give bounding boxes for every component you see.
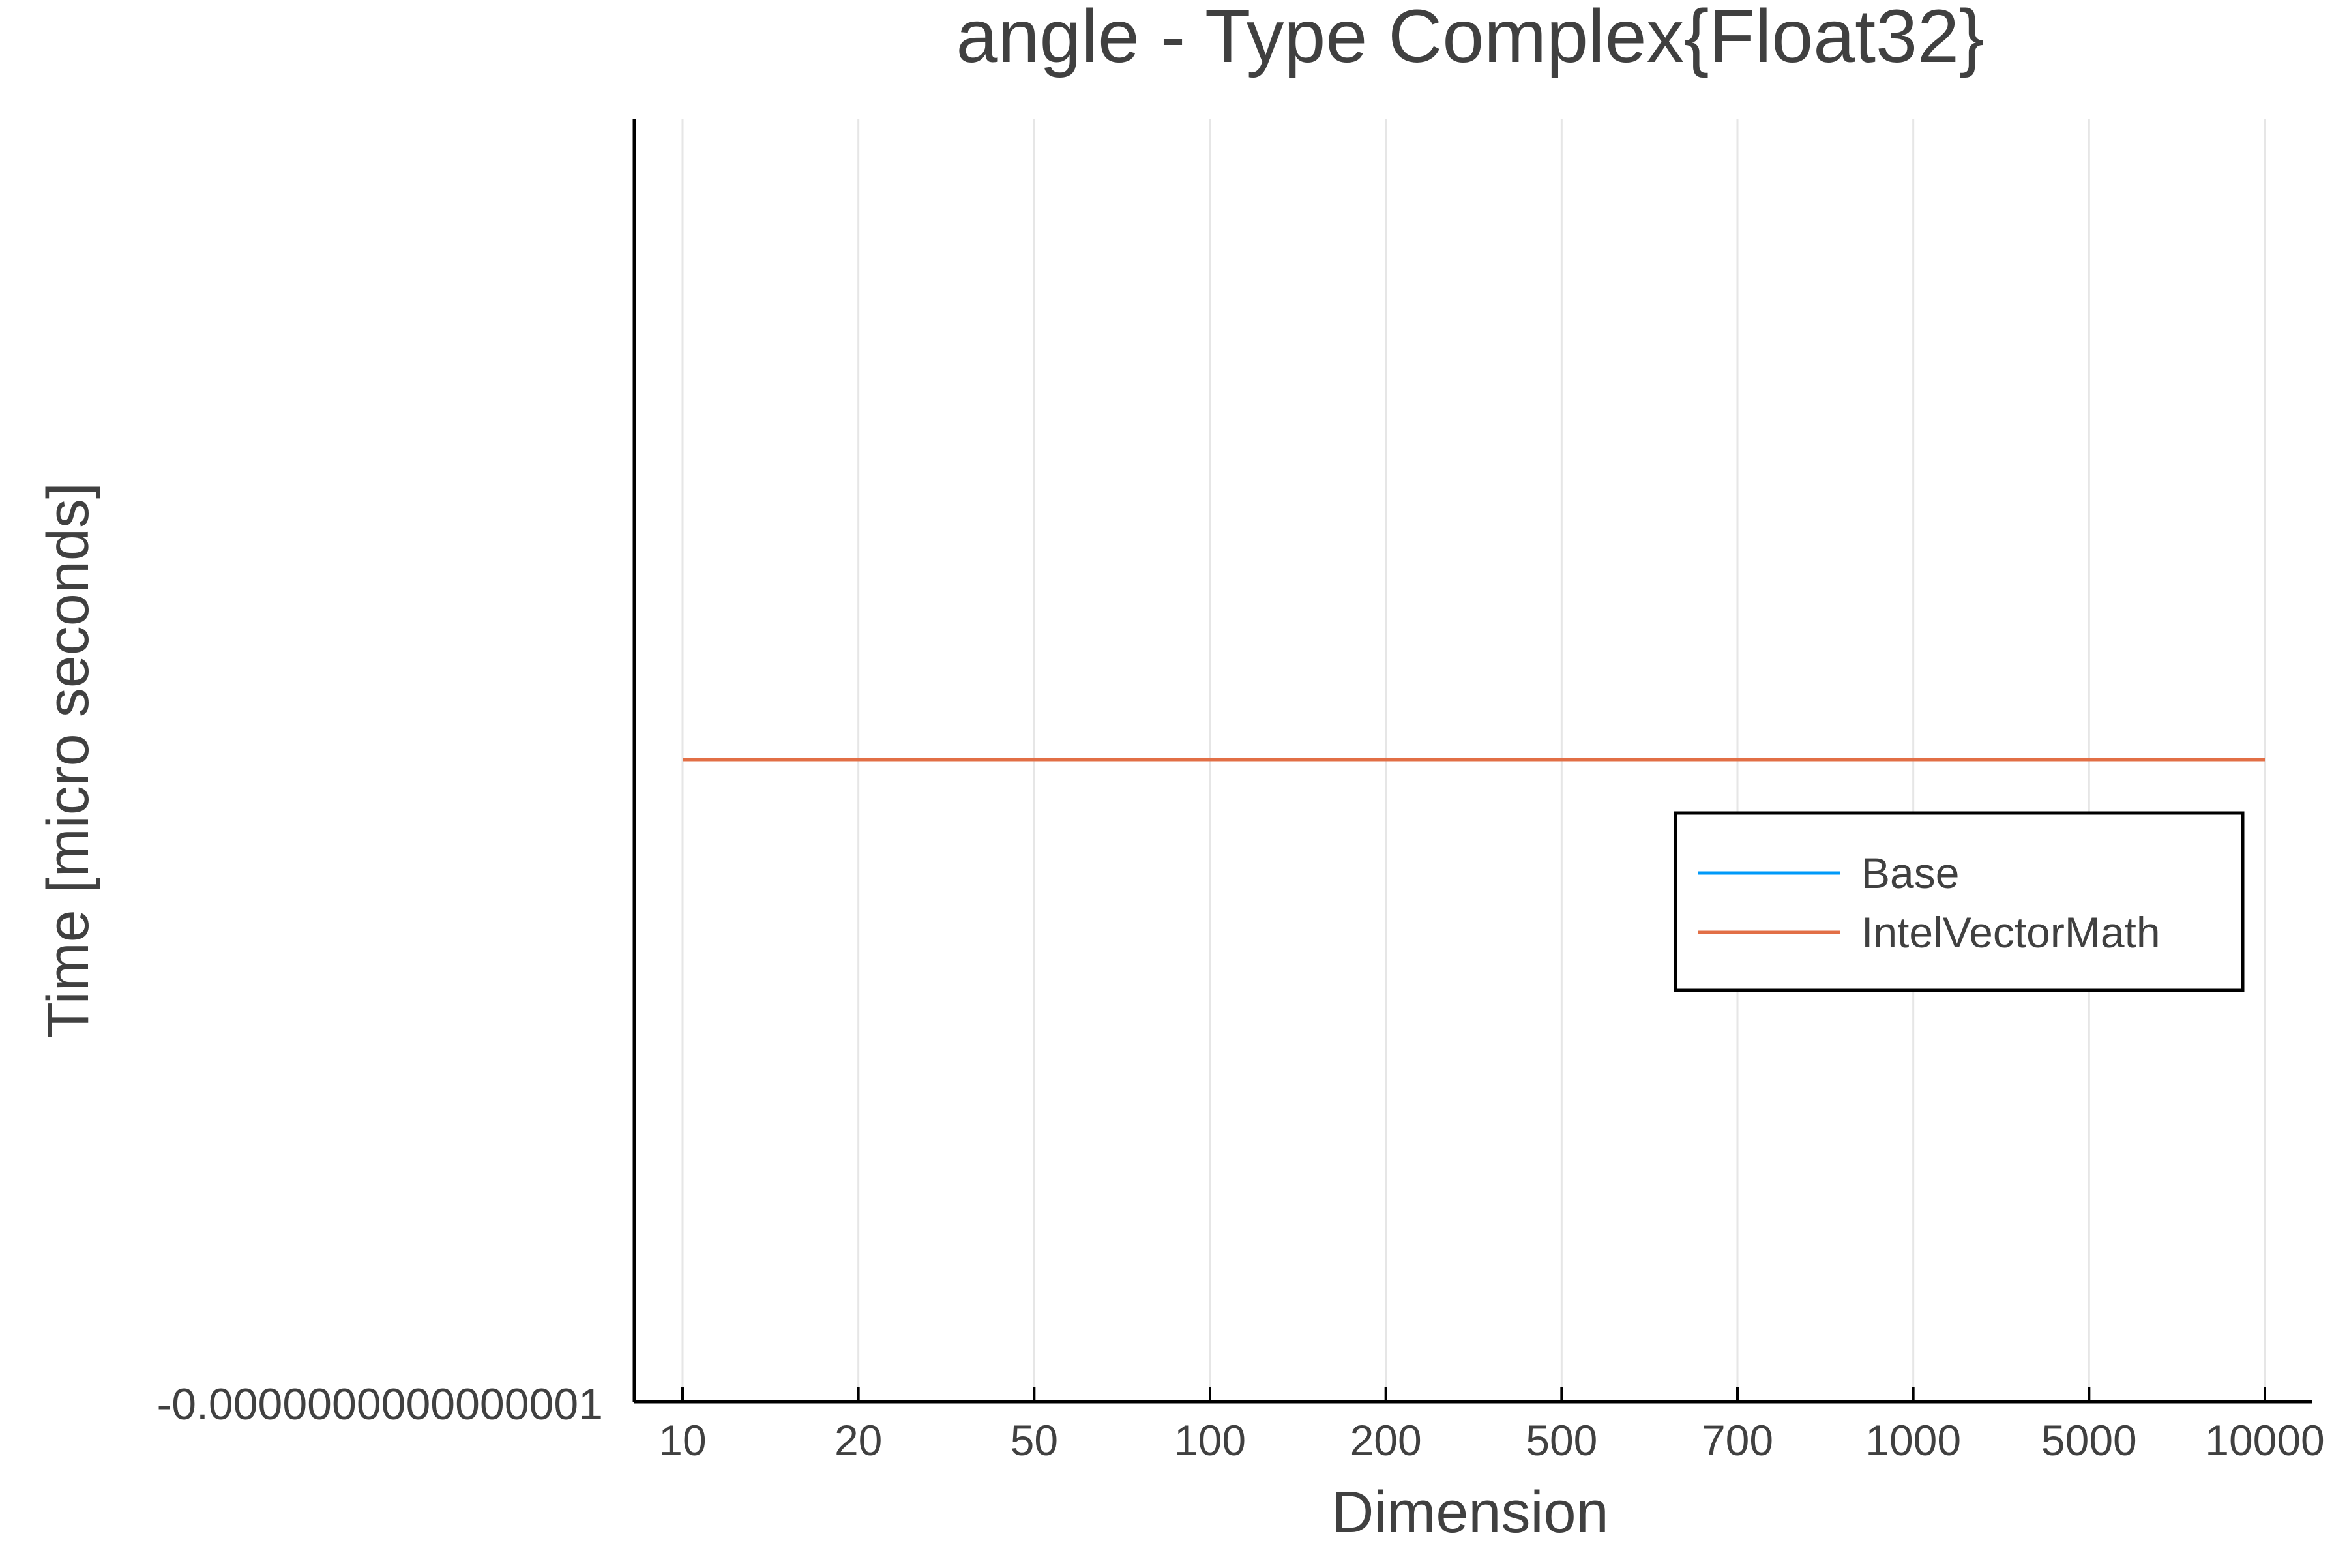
x-tick-label-50: 50 bbox=[1011, 1416, 1058, 1464]
legend-label-base: Base bbox=[1861, 849, 1959, 897]
legend-box bbox=[1674, 811, 2245, 992]
x-tick-label-10: 10 bbox=[658, 1416, 706, 1464]
x-tick-label-5000: 5000 bbox=[2041, 1416, 2137, 1464]
y-axis-label: Time [micro seconds] bbox=[36, 482, 101, 1038]
legend: Base IntelVectorMath bbox=[1674, 811, 2245, 992]
x-tick-label-20: 20 bbox=[834, 1416, 882, 1464]
x-tick-label-700: 700 bbox=[1702, 1416, 1773, 1464]
chart-title: angle - Type Complex{Float32} bbox=[956, 0, 1985, 78]
x-tick-label-500: 500 bbox=[1526, 1416, 1597, 1464]
legend-label-intelvectormath: IntelVectorMath bbox=[1861, 908, 2161, 956]
x-tick-label-10000: 10000 bbox=[2205, 1416, 2325, 1464]
y-tick-label: -0.0000000000000001 bbox=[157, 1380, 603, 1429]
x-tick-label-200: 200 bbox=[1350, 1416, 1422, 1464]
x-tick-label-1000: 1000 bbox=[1865, 1416, 1961, 1464]
x-axis-label: Dimension bbox=[1331, 1480, 1608, 1545]
x-ticks: 10 20 50 100 200 500 700 1000 5000 10000 bbox=[658, 1387, 2325, 1464]
x-tick-label-100: 100 bbox=[1174, 1416, 1246, 1464]
